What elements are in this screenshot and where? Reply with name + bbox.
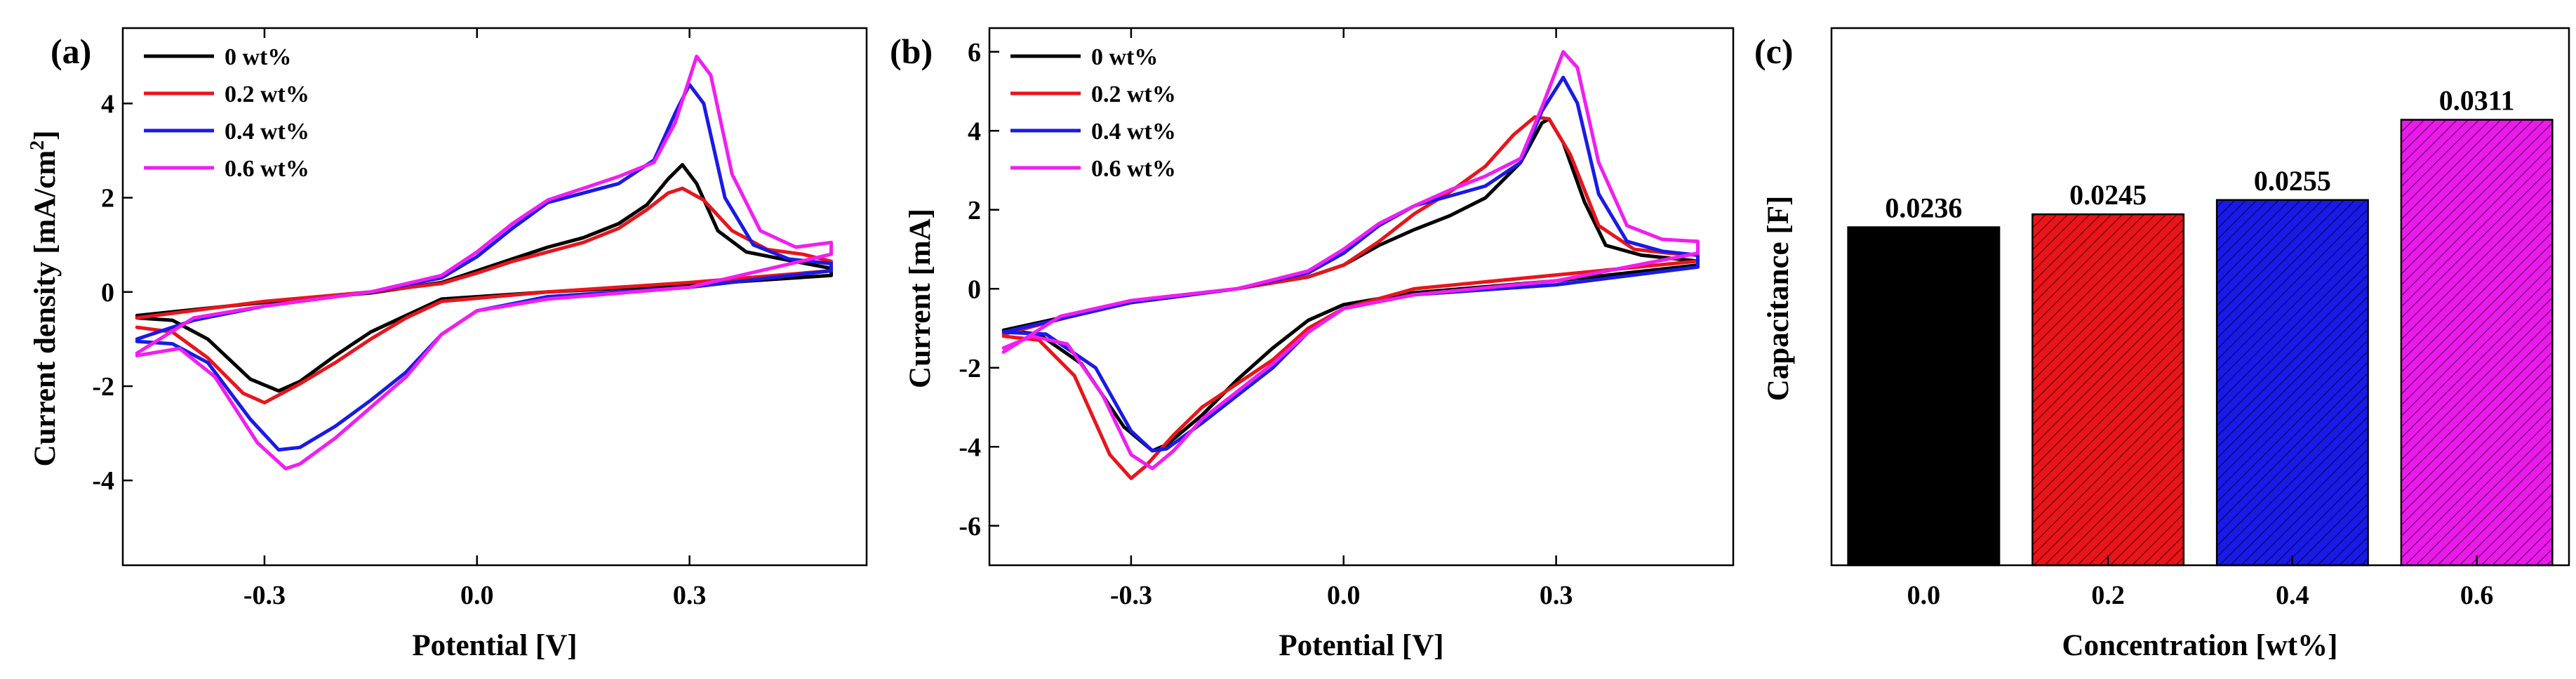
legend-label-1: 0.2 wt%	[1091, 81, 1176, 107]
y-tick-label: -2	[959, 354, 981, 383]
panel-b-frame	[988, 27, 1735, 567]
panel-a-y-axis-title-main: Current density [mA/cm	[29, 150, 62, 467]
panel-b-cv-current: (b) -0.3 0.0 0.3 -6 -4 -2 0 2 4 6 0 wt% 0.2 wt% 0.4…	[890, 27, 1735, 662]
x-tick-label: -0.3	[1110, 581, 1152, 610]
panel-b-label: (b)	[890, 32, 933, 71]
panel-b-x-axis-title: Potential [V]	[1279, 629, 1443, 662]
panel-a-y-axis-title-sup: 2	[27, 140, 48, 150]
x-tick-label: 0.2	[2091, 581, 2125, 610]
series-line-0	[135, 163, 833, 393]
panel-a-cv-current-density: (a) -0.3 0.0 0.3 -4 -2 0 2 4 0 wt% 0.2 wt% 0.4 wt…	[27, 27, 868, 662]
x-tick-label: 0.3	[673, 581, 707, 610]
bar-1	[2031, 213, 2185, 567]
y-tick-label: -6	[959, 512, 981, 541]
legend-label-3: 0.6 wt%	[1091, 156, 1176, 182]
y-tick-label: 0	[101, 278, 114, 308]
bar-value-label-3: 0.0311	[2439, 85, 2515, 117]
y-tick-label: -4	[92, 466, 114, 496]
y-tick-label: -4	[959, 433, 981, 462]
y-tick-label: -2	[92, 372, 114, 402]
panel-a-legend: 0 wt% 0.2 wt% 0.4 wt% 0.6 wt%	[144, 44, 309, 182]
panel-b-ticks: -0.3 0.0 0.3 -6 -4 -2 0 2 4 6	[959, 28, 1573, 610]
panel-c-ticks: 0.0 0.2 0.4 0.6	[1907, 555, 2494, 610]
y-tick-label: 4	[101, 89, 114, 119]
panel-a-y-axis-title: Current density [mA/cm2]	[27, 131, 62, 467]
panel-b-y-axis-title: Current [mA]	[904, 209, 937, 388]
legend-label-0: 0 wt%	[1091, 44, 1158, 70]
y-tick-label: 6	[968, 38, 981, 67]
series-line-3	[135, 54, 833, 470]
panel-c-frame	[1830, 27, 2570, 567]
panel-a-x-axis-title: Potential [V]	[412, 629, 577, 662]
x-tick-label: -0.3	[243, 581, 286, 610]
bar-value-label-0: 0.0236	[1885, 192, 1962, 224]
y-tick-label: 0	[968, 275, 981, 304]
panel-a-plot-area	[135, 54, 833, 470]
legend-label-2: 0.4 wt%	[1091, 119, 1176, 145]
panel-a-y-axis-title-end: ]	[29, 131, 62, 140]
legend-label-3: 0.6 wt%	[225, 156, 309, 182]
x-tick-label: 0.3	[1540, 581, 1573, 610]
y-tick-label: 2	[968, 196, 981, 225]
panel-c-bars: 0.0236 0.0245 0.0255 0.0311	[1847, 85, 2554, 567]
bar-2	[2215, 199, 2369, 567]
legend-label-1: 0.2 wt%	[225, 81, 309, 107]
y-tick-label: 2	[101, 184, 114, 213]
panel-c-label: (c)	[1754, 32, 1794, 71]
x-tick-label: 0.0	[1327, 581, 1361, 610]
legend-label-0: 0 wt%	[225, 44, 291, 70]
panel-c-y-axis-title: Capacitance [F]	[1762, 196, 1795, 402]
x-tick-label: 0.6	[2460, 581, 2494, 610]
panel-a-frame	[121, 27, 868, 567]
series-line-3	[1001, 50, 1700, 470]
panel-a-ticks: -0.3 0.0 0.3 -4 -2 0 2 4	[92, 28, 706, 610]
bar-3	[2400, 119, 2554, 567]
panel-b-plot-area	[1001, 50, 1700, 480]
panel-c-x-axis-title: Concentration [wt%]	[2062, 629, 2338, 662]
panel-a-label: (a)	[51, 32, 91, 71]
y-tick-label: 4	[968, 117, 981, 146]
panel-b-legend: 0 wt% 0.2 wt% 0.4 wt% 0.6 wt%	[1010, 44, 1176, 182]
bar-0	[1847, 226, 2001, 567]
legend-label-2: 0.4 wt%	[225, 119, 309, 145]
bar-value-label-1: 0.0245	[2069, 179, 2147, 211]
x-tick-label: 0.4	[2276, 581, 2309, 610]
x-tick-label: 0.0	[1907, 581, 1941, 610]
series-line-2	[135, 83, 833, 452]
series-line-1	[135, 186, 833, 404]
bar-value-label-2: 0.0255	[2254, 165, 2331, 197]
x-tick-label: 0.0	[460, 581, 494, 610]
